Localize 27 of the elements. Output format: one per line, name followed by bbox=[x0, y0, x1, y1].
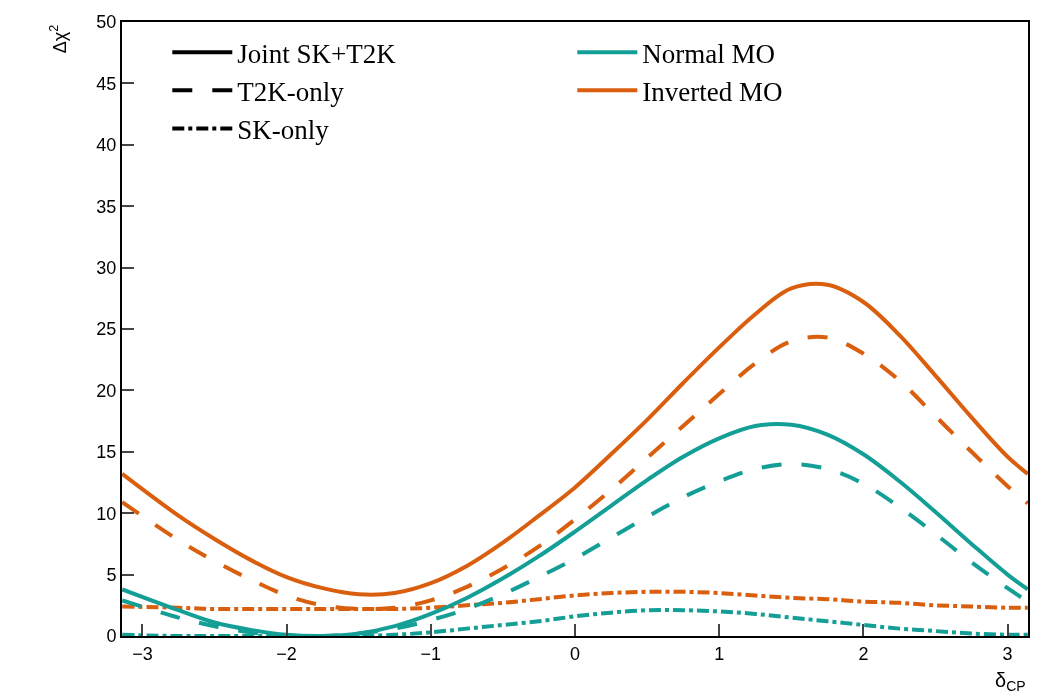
x-axis-title: δ$_{CP}$ bbox=[995, 669, 1026, 695]
x-tick-label: −1 bbox=[420, 643, 442, 664]
x-tick-label: 2 bbox=[858, 643, 869, 664]
y-tick-label: 40 bbox=[96, 135, 117, 156]
y-tick-label: 35 bbox=[96, 196, 117, 217]
line-series bbox=[122, 282, 1028, 597]
y-tick-label: 15 bbox=[96, 442, 117, 463]
legend-label: T2K-only bbox=[237, 76, 345, 107]
line-series bbox=[122, 334, 1028, 612]
y-tick-label: 5 bbox=[106, 564, 117, 585]
y-tick-label: 25 bbox=[96, 319, 117, 340]
x-tick-label: 3 bbox=[1002, 643, 1013, 664]
y-tick-label: 10 bbox=[96, 503, 117, 524]
x-tick-label: 0 bbox=[569, 643, 581, 664]
x-tick-label: −3 bbox=[132, 643, 153, 664]
line-series bbox=[122, 422, 1028, 636]
legend-label: Normal MO bbox=[642, 38, 776, 69]
legend-label: SK-only bbox=[237, 114, 330, 145]
y-tick-label: 50 bbox=[96, 12, 117, 33]
y-tick-label: 45 bbox=[96, 73, 117, 94]
x-tick-label: 1 bbox=[714, 643, 725, 664]
y-tick-label: 20 bbox=[96, 380, 117, 401]
y-tick-label: 0 bbox=[106, 626, 117, 647]
y-tick-label: 30 bbox=[96, 257, 117, 278]
legend-label: Joint SK+T2K bbox=[237, 38, 397, 69]
legend-label: Inverted MO bbox=[642, 76, 783, 107]
x-tick-label: −2 bbox=[276, 643, 297, 664]
